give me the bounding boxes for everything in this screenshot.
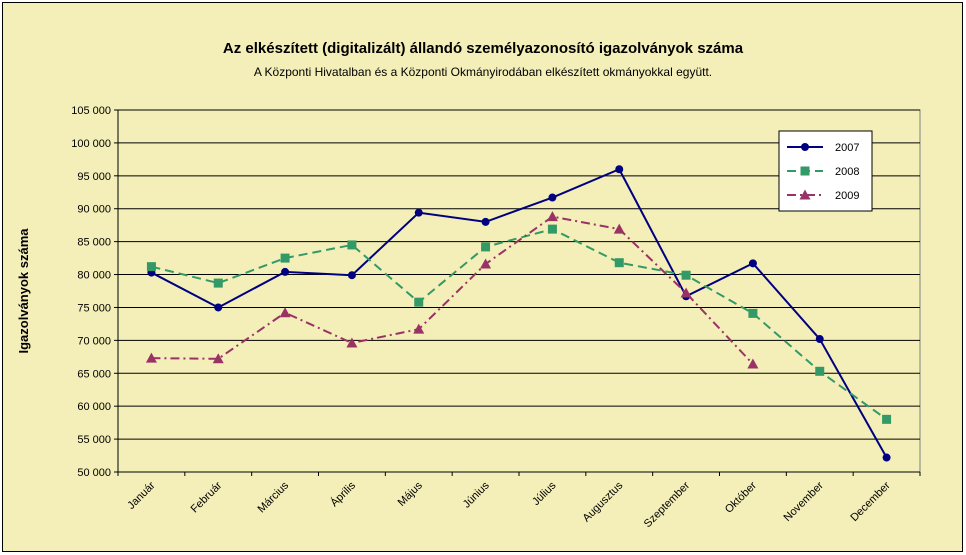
- data-point: [413, 323, 425, 334]
- data-point: [882, 453, 891, 462]
- data-point: [801, 143, 809, 151]
- data-point: [748, 308, 758, 318]
- x-tick-label: Március: [255, 479, 291, 515]
- y-tick-label: 85 000: [77, 237, 111, 249]
- y-tick-label: 105 000: [71, 105, 111, 117]
- data-point: [281, 267, 290, 276]
- y-tick-label: 90 000: [77, 204, 111, 216]
- data-point: [480, 258, 492, 269]
- y-axis-ticks: 50 000 55 000 60 000 65 000 70 000 75 000 80 0…: [71, 105, 118, 479]
- data-point: [481, 217, 490, 226]
- y-tick-label: 65 000: [77, 368, 111, 380]
- series-2008: [146, 224, 892, 424]
- data-point: [547, 224, 557, 234]
- data-point: [145, 352, 157, 363]
- data-point: [546, 211, 558, 222]
- x-tick-label: Január: [125, 479, 158, 512]
- x-tick-label: Augusztus: [581, 479, 626, 524]
- x-tick-label: Október: [723, 479, 759, 515]
- x-tick-label: Február: [189, 479, 225, 515]
- data-point: [414, 297, 424, 307]
- y-tick-label: 50 000: [77, 467, 111, 479]
- x-tick-label: December: [848, 479, 893, 524]
- x-axis-ticks: Január Február Március Április Május Június Jú…: [117, 472, 921, 530]
- y-tick-label: 70 000: [77, 335, 111, 347]
- y-axis-label: Igazolványok száma: [16, 228, 31, 354]
- y-tick-label: 80 000: [77, 270, 111, 282]
- data-point: [681, 270, 691, 280]
- legend-label: 2007: [835, 142, 859, 154]
- data-point: [280, 253, 290, 263]
- data-point: [680, 287, 692, 298]
- data-point: [146, 262, 156, 272]
- y-tick-label: 75 000: [77, 302, 111, 314]
- data-point: [615, 165, 624, 174]
- legend-label: 2008: [835, 166, 859, 178]
- data-point: [882, 414, 892, 424]
- series-2007: [147, 165, 891, 462]
- series-lines: [145, 165, 892, 462]
- data-point: [748, 259, 757, 268]
- data-point: [212, 353, 224, 364]
- data-point: [213, 278, 223, 288]
- x-tick-label: November: [782, 479, 827, 524]
- series-line: [150, 167, 888, 459]
- series-2009: [145, 211, 759, 369]
- data-point: [747, 358, 759, 369]
- data-point: [613, 223, 625, 234]
- data-point: [481, 242, 491, 252]
- data-point: [548, 193, 557, 202]
- y-tick-label: 95 000: [77, 171, 111, 183]
- data-point: [346, 337, 358, 348]
- x-tick-label: Július: [530, 479, 559, 508]
- data-point: [279, 307, 291, 318]
- legend-label: 2009: [835, 190, 859, 202]
- x-tick-label: Április: [328, 479, 359, 510]
- data-point: [214, 303, 223, 312]
- data-point: [414, 208, 423, 217]
- data-point: [815, 366, 825, 376]
- chart-subtitle: A Központi Hivatalban és a Központi Okmá…: [253, 65, 713, 79]
- x-tick-label: Szeptember: [642, 479, 693, 530]
- x-tick-label: Június: [461, 479, 492, 510]
- series-line: [151, 215, 754, 365]
- data-point: [800, 166, 810, 176]
- legend: 2007 2008 2009: [778, 130, 873, 212]
- series-line: [151, 228, 888, 421]
- y-tick-label: 100 000: [71, 138, 111, 150]
- data-point: [347, 271, 356, 280]
- y-tick-label: 55 000: [77, 434, 111, 446]
- data-point: [815, 335, 824, 344]
- y-tick-label: 60 000: [77, 401, 111, 413]
- data-point: [799, 189, 811, 200]
- chart-title: Az elkészített (digitalizált) állandó sz…: [222, 40, 744, 57]
- data-point: [347, 240, 357, 250]
- x-tick-label: Május: [396, 479, 426, 509]
- data-point: [614, 258, 624, 268]
